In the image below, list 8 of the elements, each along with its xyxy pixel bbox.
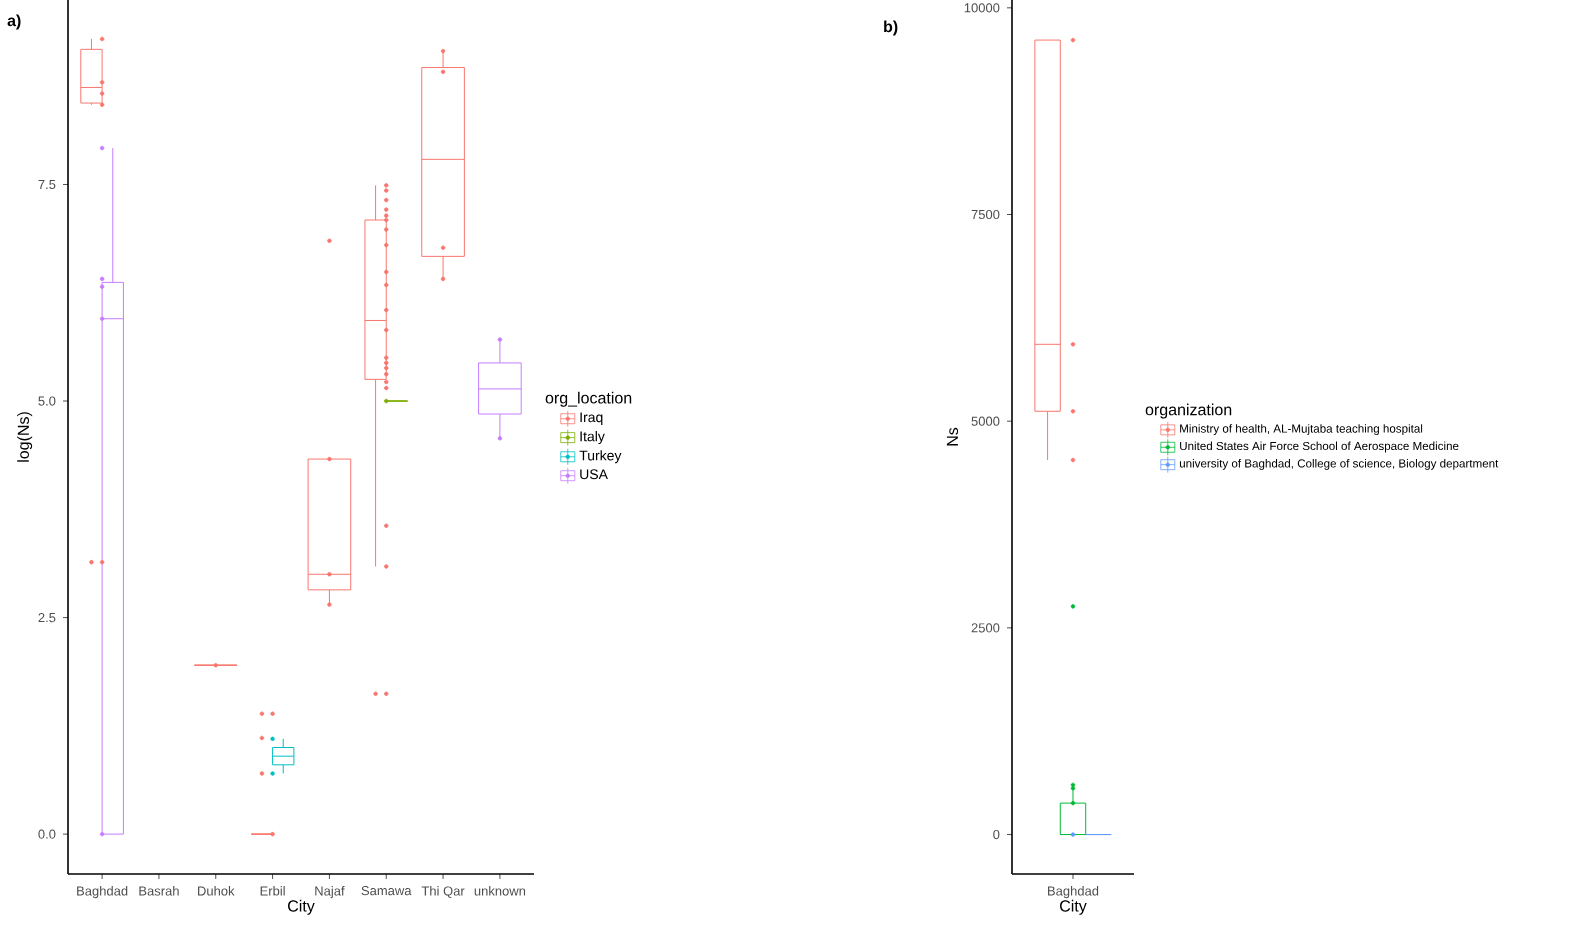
- y-axis-title: log(Ns): [17, 412, 33, 462]
- text: b): [884, 20, 898, 36]
- x-axis-title: City: [1060, 899, 1087, 915]
- y-axis-title: Ns: [946, 427, 959, 446]
- legend-title: org_location: [545, 391, 632, 407]
- text: a): [7, 14, 21, 30]
- legend-title: organization: [1145, 403, 1232, 419]
- x-axis-title: City: [288, 899, 315, 915]
